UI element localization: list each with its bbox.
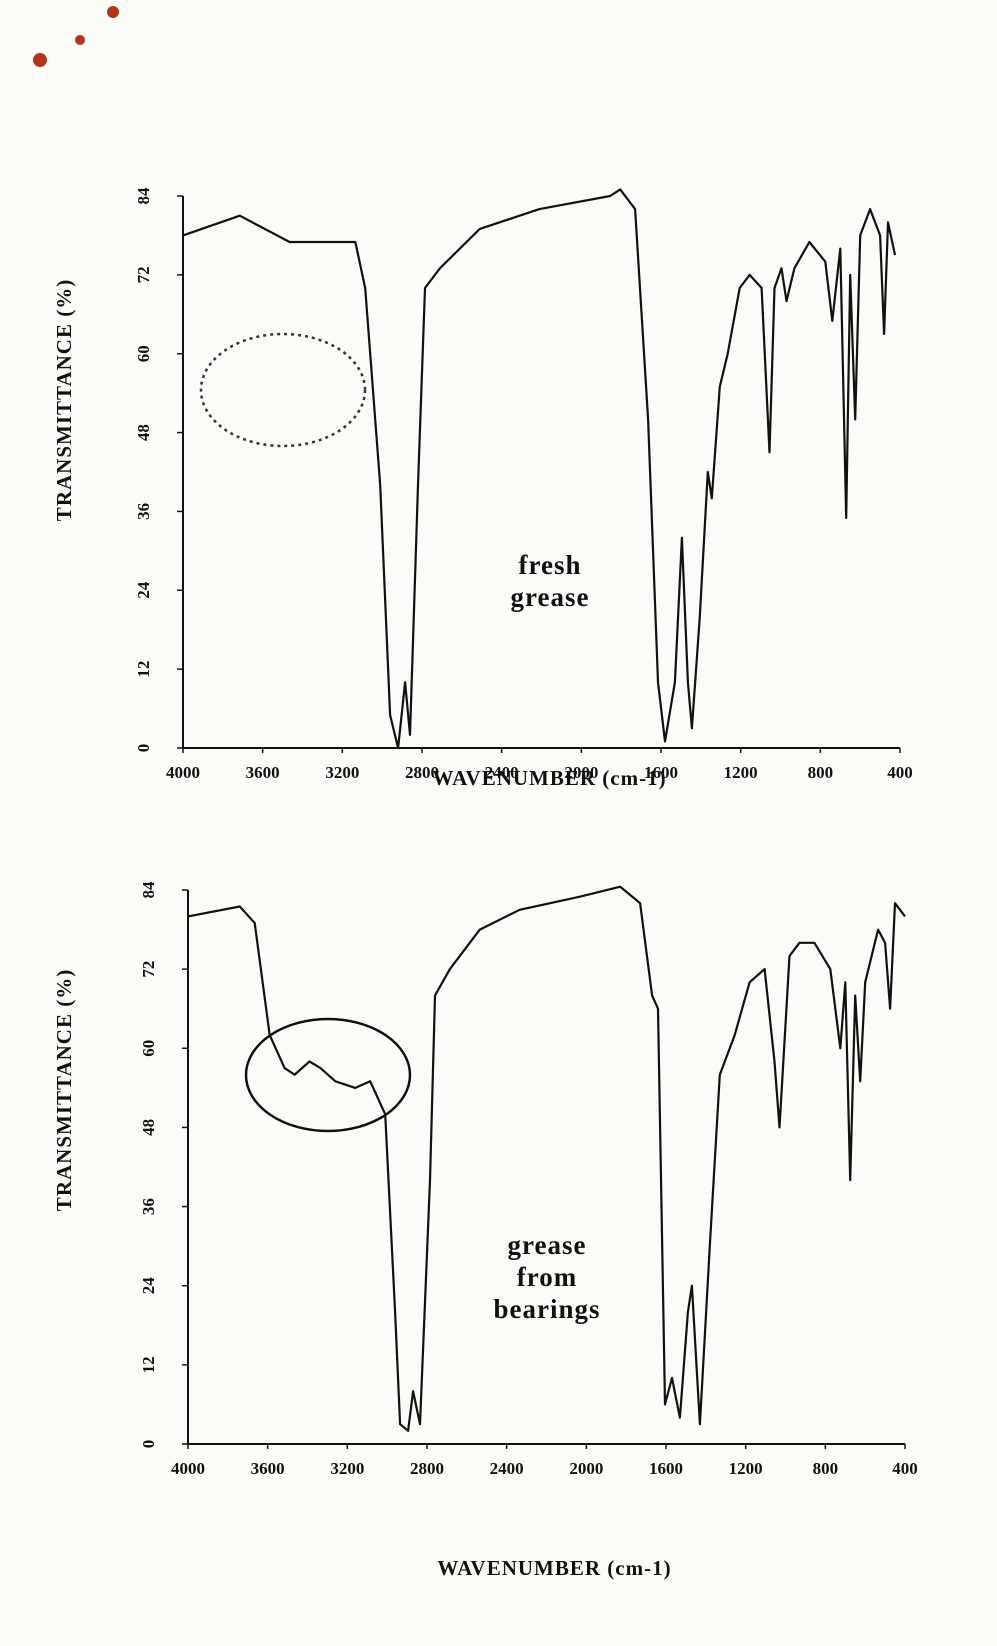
- y-tick-label: 12: [134, 661, 153, 678]
- x-tick-label: 4000: [171, 1459, 205, 1478]
- decor-dot: [33, 53, 47, 67]
- y-tick-label: 72: [139, 961, 158, 978]
- annotation: bearings: [493, 1294, 600, 1324]
- y-tick-label: 72: [134, 266, 153, 283]
- y-axis-title: TRANSMITTANCE (%): [52, 279, 76, 521]
- annotation: from: [517, 1262, 577, 1292]
- y-tick-label: 60: [134, 345, 153, 362]
- x-tick-label: 800: [813, 1459, 839, 1478]
- x-tick-label: 2400: [485, 763, 519, 782]
- x-tick-label: 3600: [246, 763, 280, 782]
- x-tick-label: 3600: [251, 1459, 285, 1478]
- x-tick-label: 2800: [410, 1459, 444, 1478]
- y-tick-label: 84: [139, 881, 158, 899]
- decor-dot: [107, 6, 119, 18]
- decor-dot: [75, 35, 85, 45]
- y-tick-label: 0: [139, 1440, 158, 1449]
- y-axis-title: TRANSMITTANCE (%): [52, 969, 76, 1211]
- x-tick-label: 2800: [405, 763, 439, 782]
- spectrum-line: [182, 188, 897, 750]
- x-axis-title: WAVENUMBER (cm-1): [432, 766, 666, 790]
- annotation: grease: [511, 582, 590, 612]
- x-tick-label: 400: [887, 763, 913, 782]
- y-tick-label: 48: [139, 1119, 158, 1136]
- y-tick-label: 60: [139, 1040, 158, 1057]
- x-tick-label: 400: [892, 1459, 918, 1478]
- x-tick-label: 1200: [729, 1459, 763, 1478]
- y-tick-label: 84: [134, 187, 153, 205]
- x-tick-label: 1200: [724, 763, 758, 782]
- x-tick-label: 4000: [166, 763, 200, 782]
- x-tick-label: 3200: [330, 1459, 364, 1478]
- x-axis-title: WAVENUMBER (cm-1): [437, 1556, 671, 1580]
- y-tick-label: 0: [134, 744, 153, 753]
- x-tick-label: 800: [808, 763, 834, 782]
- y-tick-label: 48: [134, 424, 153, 441]
- x-tick-label: 2000: [564, 763, 598, 782]
- x-tick-label: 2000: [569, 1459, 603, 1478]
- x-tick-label: 3200: [325, 763, 359, 782]
- highlight-ellipse: [244, 1017, 412, 1133]
- y-tick-label: 36: [139, 1198, 158, 1215]
- y-tick-label: 12: [139, 1356, 158, 1373]
- highlight-ellipse: [199, 332, 367, 448]
- y-tick-label: 24: [134, 581, 153, 599]
- y-tick-label: 36: [134, 503, 153, 520]
- annotation: fresh: [519, 550, 582, 580]
- x-tick-label: 1600: [644, 763, 678, 782]
- y-tick-label: 24: [139, 1277, 158, 1295]
- spectrum-line: [187, 885, 906, 1432]
- x-tick-label: 2400: [490, 1459, 524, 1478]
- annotation: grease: [508, 1230, 587, 1260]
- x-tick-label: 1600: [649, 1459, 683, 1478]
